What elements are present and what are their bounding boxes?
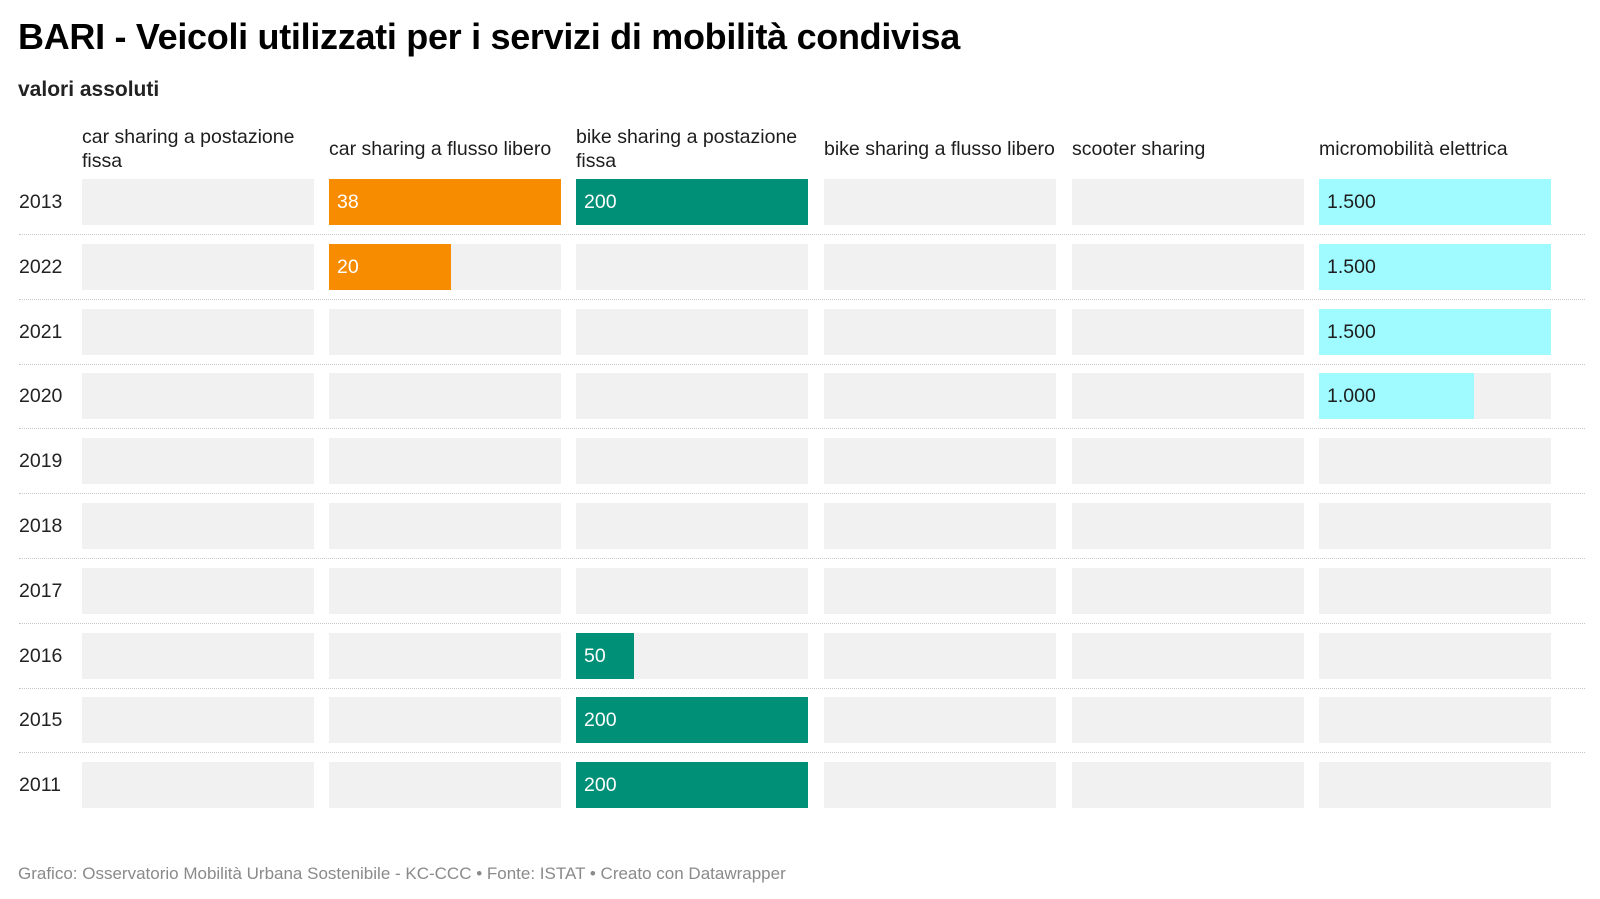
row-separator bbox=[19, 363, 1585, 365]
chart-subtitle: valori assoluti bbox=[18, 78, 160, 101]
cell-background bbox=[1319, 632, 1551, 679]
cell-background bbox=[576, 308, 808, 355]
row-separator bbox=[19, 622, 1585, 624]
cell-background bbox=[82, 438, 314, 485]
cell-background bbox=[824, 308, 1056, 355]
cell-background bbox=[329, 438, 561, 485]
bar-value-label: 1.500 bbox=[1327, 191, 1376, 213]
cell-background bbox=[82, 697, 314, 744]
cell-background bbox=[576, 243, 808, 290]
bar-value-label: 1.500 bbox=[1327, 255, 1376, 278]
cell-background bbox=[82, 762, 314, 809]
row-label: 2018 bbox=[19, 515, 63, 537]
cell-background bbox=[1319, 762, 1551, 809]
cell-background bbox=[1319, 503, 1551, 549]
cell-background bbox=[1319, 697, 1551, 744]
row-label: 2013 bbox=[19, 191, 63, 213]
cell-background bbox=[1072, 503, 1304, 549]
cell-background bbox=[1072, 179, 1304, 225]
cell-background bbox=[1072, 243, 1304, 290]
chart-title: BARI - Veicoli utilizzati per i servizi … bbox=[18, 16, 960, 57]
bar-value-label: 200 bbox=[584, 709, 617, 732]
cell-background bbox=[1072, 308, 1304, 355]
cell-background bbox=[824, 243, 1056, 290]
column-header: bike sharing a postazione fissa bbox=[576, 126, 798, 172]
column-header: micromobilità elettrica bbox=[1319, 138, 1508, 160]
row-label: 2011 bbox=[19, 774, 61, 797]
cell-background bbox=[82, 567, 314, 614]
cell-background bbox=[82, 308, 314, 355]
bar bbox=[576, 697, 808, 744]
cell-background bbox=[824, 438, 1056, 485]
row-separator bbox=[19, 558, 1585, 559]
cell-background bbox=[329, 503, 561, 549]
bar bbox=[1319, 179, 1551, 225]
row-label: 2022 bbox=[19, 255, 63, 278]
cell-background bbox=[329, 567, 561, 614]
cell-background bbox=[576, 567, 808, 614]
row-separator bbox=[19, 234, 1585, 235]
bar bbox=[1319, 308, 1551, 355]
cell-background bbox=[329, 762, 561, 809]
column-header: car sharing a postazione fissa bbox=[82, 126, 295, 172]
cell-background bbox=[329, 373, 561, 420]
column-header: scooter sharing bbox=[1072, 138, 1206, 160]
cell-background bbox=[1072, 373, 1304, 420]
bar bbox=[576, 179, 808, 225]
cell-background bbox=[1319, 438, 1551, 485]
cell-background bbox=[824, 762, 1056, 809]
cell-background bbox=[82, 373, 314, 420]
cell-background bbox=[576, 503, 808, 549]
bar-value-label: 200 bbox=[584, 191, 617, 213]
row-label: 2015 bbox=[19, 709, 63, 732]
cell-background bbox=[82, 632, 314, 679]
row-label: 2016 bbox=[19, 644, 63, 667]
bar-value-label: 1.000 bbox=[1327, 385, 1376, 408]
row-separator bbox=[19, 298, 1585, 300]
cell-background bbox=[329, 308, 561, 355]
bar-value-label: 20 bbox=[337, 255, 359, 278]
row-label: 2017 bbox=[19, 579, 63, 602]
bar-value-label: 200 bbox=[584, 774, 617, 797]
cell-background bbox=[329, 632, 561, 679]
row-label: 2020 bbox=[19, 385, 63, 408]
row-separator bbox=[19, 493, 1585, 495]
row-label: 2019 bbox=[19, 450, 63, 473]
cell-background bbox=[824, 697, 1056, 744]
bar bbox=[576, 762, 808, 809]
cell-background bbox=[824, 503, 1056, 549]
column-header: car sharing a flusso libero bbox=[329, 138, 552, 160]
row-label: 2021 bbox=[19, 320, 63, 343]
bar bbox=[1319, 373, 1474, 420]
cell-background bbox=[82, 503, 314, 549]
cell-background bbox=[824, 632, 1056, 679]
cell-background bbox=[1072, 438, 1304, 485]
cell-background bbox=[576, 373, 808, 420]
row-separator bbox=[19, 752, 1585, 754]
cell-background bbox=[576, 438, 808, 485]
cell-background bbox=[82, 179, 314, 225]
cell-background bbox=[824, 567, 1056, 614]
cell-background bbox=[824, 373, 1056, 420]
bar bbox=[576, 632, 634, 679]
cell-background bbox=[1072, 632, 1304, 679]
bar-value-label: 1.500 bbox=[1327, 320, 1376, 343]
row-separator bbox=[19, 428, 1585, 430]
column-header: bike sharing a flusso libero bbox=[824, 138, 1055, 160]
row-separator bbox=[19, 687, 1585, 689]
chart-footer: Grafico: Osservatorio Mobilità Urbana So… bbox=[18, 864, 786, 883]
cell-background bbox=[82, 243, 314, 290]
bar bbox=[329, 243, 451, 290]
split-bar-chart: car sharing a postazione fissa car sharin… bbox=[0, 120, 1600, 840]
bar bbox=[1319, 243, 1551, 290]
cell-background bbox=[1319, 567, 1551, 614]
bar bbox=[329, 179, 561, 225]
bar-value-label: 50 bbox=[584, 644, 606, 667]
cell-background bbox=[824, 179, 1056, 225]
cell-background bbox=[329, 697, 561, 744]
cell-background bbox=[1072, 762, 1304, 809]
bar-value-label: 38 bbox=[337, 191, 359, 213]
cell-background bbox=[1072, 697, 1304, 744]
cell-background bbox=[1072, 567, 1304, 614]
